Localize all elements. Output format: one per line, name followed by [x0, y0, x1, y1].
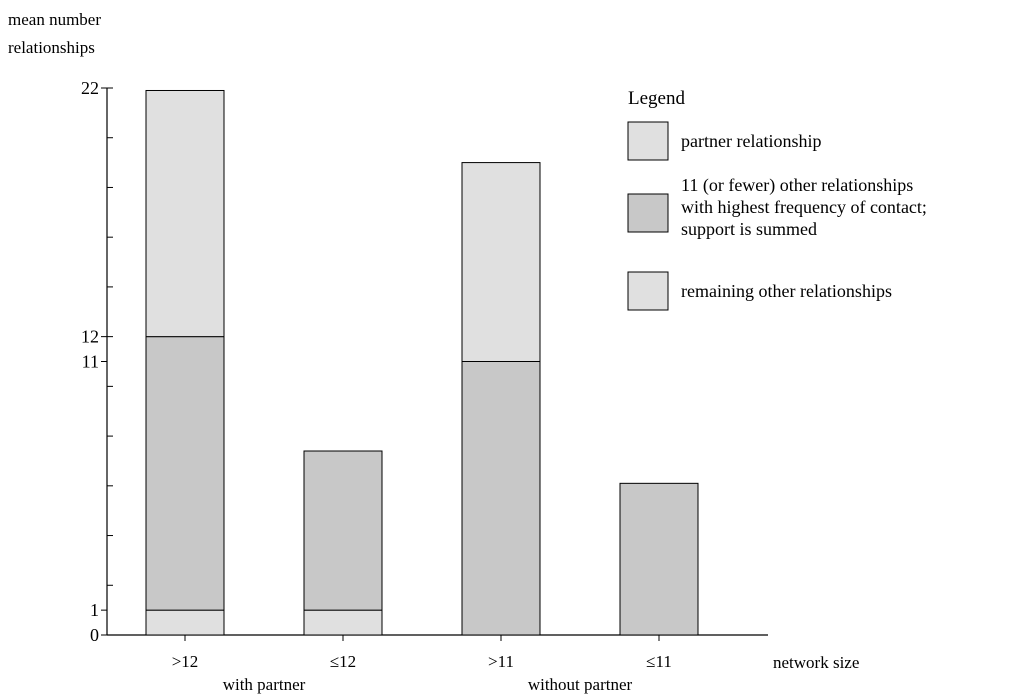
group-label: with partner	[223, 675, 306, 694]
category-label: >11	[488, 652, 514, 671]
category-label: >12	[172, 652, 199, 671]
bar-segment-2	[619, 482, 699, 636]
y-tick-label: 1	[90, 600, 99, 620]
bar-segment-3	[145, 89, 225, 338]
group-labels: with partner without partner	[223, 675, 633, 694]
y-axis-label-line-2: relationships	[8, 38, 95, 57]
y-tick-label: 11	[82, 352, 99, 372]
legend-title: Legend	[628, 88, 685, 109]
legend-label: remaining other relationships	[681, 281, 892, 301]
y-tick-label: 0	[90, 625, 99, 645]
y-tick-label: 12	[81, 327, 99, 347]
bar-segment-1	[145, 609, 225, 636]
legend-swatch	[627, 193, 669, 233]
x-axis-label: network size	[773, 653, 859, 672]
y-tick-label: 22	[81, 78, 99, 98]
category-label: ≤11	[646, 652, 672, 671]
legend-label: support is summed	[681, 219, 817, 239]
y-axis-label-line-1: mean number	[8, 10, 101, 29]
legend-label: partner relationship	[681, 131, 821, 151]
group-label: without partner	[528, 675, 633, 694]
bar-segment-2	[303, 450, 383, 611]
bar-segment-1	[303, 609, 383, 636]
legend-label: 11 (or fewer) other relationships	[681, 175, 913, 196]
legend-swatch	[627, 271, 669, 311]
bars	[145, 89, 699, 636]
bar-segment-2	[145, 336, 225, 611]
y-axis-label: mean number relationships	[8, 10, 101, 57]
category-labels: >12 ≤12 >11 ≤11	[172, 652, 672, 671]
legend-swatch	[627, 121, 669, 161]
bar-segment-2	[461, 361, 541, 636]
category-label: ≤12	[330, 652, 356, 671]
legend-label: with highest frequency of contact;	[681, 197, 927, 217]
legend: Legend partner relationship 11 (or fewer) …	[627, 88, 927, 311]
bar-segment-3	[461, 162, 541, 362]
